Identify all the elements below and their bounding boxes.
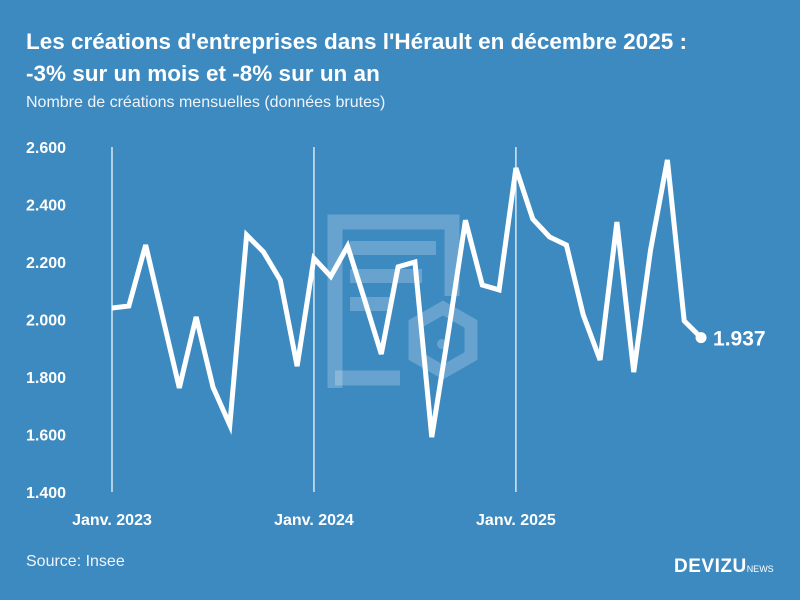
x-tick-label: Janv. 2024 [274,512,354,529]
y-tick-label: 1.800 [26,370,66,387]
devizu-logo: DEVIZUNEWS [674,556,774,578]
data-point [695,332,707,344]
x-tick-label: Janv. 2023 [72,512,152,529]
last-value-label: 1.937 [713,328,766,351]
title-line-2: -3% sur un mois et -8% sur un an [26,61,380,86]
y-tick-label: 2.600 [26,140,66,157]
x-tick-label: Janv. 2025 [476,512,556,529]
y-tick-label: 2.400 [26,198,66,215]
title-line-1: Les créations d'entreprises dans l'Hérau… [26,29,687,54]
source-label: Source: Insee [26,553,125,570]
chart-subtitle: Nombre de créations mensuelles (données … [26,94,386,111]
y-tick-label: 2.000 [26,313,66,330]
y-tick-label: 2.200 [26,255,66,272]
logo-suffix: NEWS [746,564,774,574]
chart-title: Les créations d'entreprises dans l'Hérau… [26,26,796,90]
y-tick-label: 1.600 [26,428,66,445]
series-line [111,159,703,438]
logo-main: DEVIZU [674,556,747,577]
y-tick-label: 1.400 [26,485,66,502]
